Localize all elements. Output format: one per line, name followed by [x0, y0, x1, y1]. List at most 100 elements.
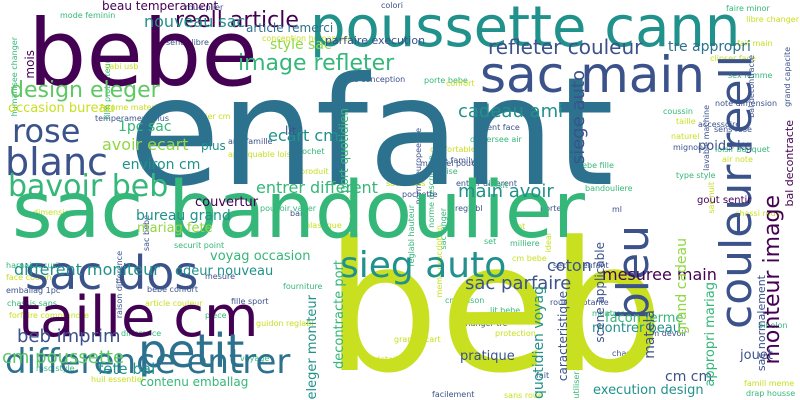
cloud-small-word-52: coussin	[663, 107, 693, 116]
cloud-word-67: mois	[23, 50, 37, 79]
cloud-small-word-95: grand ecart	[394, 335, 441, 344]
cloud-small-word-61: securit point	[174, 241, 225, 250]
cloud-small-word-46: type style	[676, 171, 716, 180]
cloud-word-51: cm cm	[665, 369, 713, 385]
cloud-word-22: entrer different	[256, 178, 378, 197]
cloud-word-19: design eleger	[10, 78, 160, 103]
cloud-word-60: parfaire execution	[325, 34, 426, 47]
cloud-small-word-18: ami famille	[228, 137, 273, 146]
cloud-word-5: sac main	[480, 46, 705, 104]
cloud-word-13: blanc	[5, 140, 108, 184]
cloud-small-word-86: cm bebe	[512, 254, 547, 263]
cloud-small-word-97: voyage	[240, 354, 270, 363]
cloud-word-55: scene applicable	[593, 242, 607, 343]
cloud-small-word-14: cabi usb	[105, 62, 139, 71]
cloud-word-14: rose	[12, 112, 81, 150]
cloud-word-36: fete bal	[98, 360, 156, 378]
cloud-word-8: sac dos	[25, 246, 199, 300]
cloud-small-word-83: appliquable loisir	[228, 150, 297, 159]
cloud-word-56: caracteristique	[556, 291, 570, 382]
cloud-word-48: contenu emballag	[140, 375, 249, 389]
cloud-word-0: enfant	[128, 46, 614, 220]
cloud-small-word-98: detail	[375, 355, 398, 364]
cloud-small-word-29: face cousin	[6, 273, 52, 282]
cloud-small-word-13: chaise	[432, 167, 458, 176]
cloud-word-65: lit	[285, 124, 297, 138]
cloud-small-word-60: note dimension	[715, 99, 778, 108]
cloud-small-word-69: ml	[612, 205, 623, 214]
cloud-small-word-31: chassis sans	[7, 299, 57, 308]
cloud-small-word-81: roue pivotante	[550, 298, 609, 307]
cloud-small-word-23: plastique	[305, 221, 342, 230]
cloud-word-39: facon ferme	[605, 311, 684, 326]
cloud-small-word-85: milliere	[510, 239, 540, 248]
cloud-small-word-17: plier cm	[198, 112, 231, 121]
cloud-word-57: appropri mariag	[703, 282, 718, 387]
cloud-word-7: taille cm	[18, 285, 259, 350]
cloud-small-word-105: pochette	[402, 190, 438, 199]
cloud-small-word-94: fourniture	[283, 282, 323, 291]
cloud-word-61: article remerci	[246, 21, 334, 35]
cloud-word-6: couleur reell	[711, 55, 762, 329]
cloud-small-word-100: lit bebe	[490, 306, 521, 315]
cloud-word-31: avoir ecart	[102, 135, 189, 154]
cloud-small-word-59: famill meme	[744, 379, 795, 388]
cloud-small-word-1: mode feminin	[60, 11, 116, 20]
cloud-word-59: beau temperament	[102, 0, 219, 13]
cloud-small-word-0: roue plier	[185, 3, 224, 12]
cloud-small-word-30: emballag 1pc	[6, 286, 61, 295]
cloud-small-word-28: harnai securit	[6, 261, 62, 270]
cloud-small-word-32: forfaire comprendre	[9, 311, 89, 320]
cloud-word-62: eleger moniteur	[305, 295, 320, 400]
cloud-word-58: occasion bureau	[8, 101, 115, 116]
cloud-word-23: main avoir	[458, 181, 554, 202]
cloud-word-28: different moniteur	[14, 260, 160, 279]
cloud-small-word-56: libre changer	[746, 15, 799, 24]
cloud-word-54: matela	[642, 310, 658, 359]
cloud-small-word-84: reglabl	[455, 204, 483, 213]
cloud-word-3: sac bandoulier	[12, 166, 585, 256]
cloud-word-66: plus	[201, 139, 226, 153]
cloud-small-word-33: fille sport	[231, 297, 269, 306]
cloud-small-word-12: faire family	[430, 156, 476, 165]
cloud-small-word-87: securit enfant	[553, 261, 609, 270]
cloud-word-42: 1pc sac	[118, 119, 172, 135]
cloud-small-word-5: conception humanisee	[262, 34, 353, 43]
cloud-small-word-70: set	[484, 237, 497, 246]
cloud-small-word-71: lot	[515, 222, 526, 231]
cloud-small-word-20: produit	[300, 167, 329, 176]
cloud-word-24: mesuree main	[602, 265, 717, 284]
cloud-small-word-51: accessoire	[698, 120, 741, 129]
cloud-small-word-88: bebe fille	[577, 161, 614, 170]
cloud-word-43: environ cm	[122, 157, 201, 173]
cloud-small-word-53: taille	[676, 117, 696, 126]
cloud-word-18: reell article	[175, 8, 299, 33]
cloud-small-word-101: protection	[495, 329, 536, 338]
cloud-small-word-35: guidon reglabl	[256, 319, 314, 328]
cloud-small-word-6: plus conception	[342, 75, 406, 84]
cloud-word-69: gout sentir	[697, 195, 752, 206]
cloud-small-word-73: bandouliere	[585, 184, 633, 193]
cloud-word-32: ecart cm	[268, 126, 339, 145]
cloud-small-word-2: femme materiel	[100, 103, 165, 112]
cloud-word-47: odeur nouveau	[175, 264, 274, 279]
cloud-word-68: bal decontracte	[783, 120, 796, 207]
cloud-small-word-10: dispersee air	[470, 135, 522, 144]
cloud-small-word-72: porte	[540, 204, 562, 213]
cloud-word-21: cadeau ami	[458, 101, 564, 122]
cloud-small-word-64: montrer beau	[592, 309, 647, 318]
cloud-small-word-77: chassi roue	[735, 209, 781, 218]
cloud-small-word-92: article couleur	[145, 299, 203, 308]
cloud-small-word-36: changer tre	[461, 319, 508, 328]
cloud-small-word-82: kit	[498, 181, 508, 190]
cloud-small-word-3: temperament plus	[95, 114, 170, 123]
cloud-small-word-102: fait	[536, 371, 550, 380]
cloud-word-41: style sac	[270, 37, 332, 53]
cloud-small-word-9: parent face	[474, 123, 520, 132]
cloud-word-34: tre appropri	[668, 39, 751, 55]
cloud-small-word-91: pouvoir varier	[260, 204, 317, 213]
cloud-small-word-65: sans roue	[504, 391, 543, 400]
cloud-word-64: port quotidien	[337, 108, 351, 193]
cloud-small-word-26: dimension cm	[33, 208, 90, 217]
